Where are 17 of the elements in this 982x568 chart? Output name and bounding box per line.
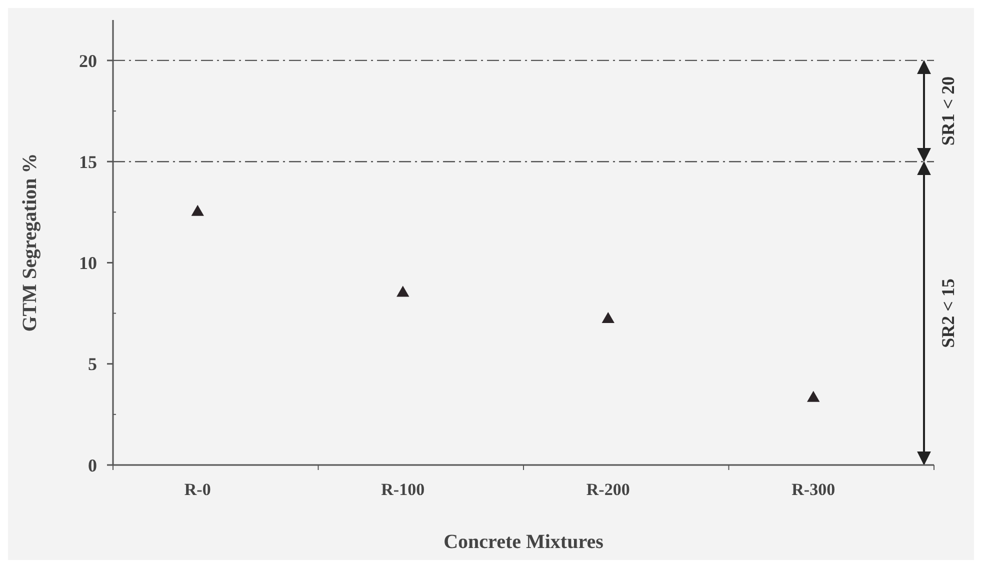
point — [602, 312, 614, 324]
point — [191, 204, 204, 216]
point — [396, 286, 410, 297]
x-tick-label: R-200 — [586, 480, 630, 499]
text: SR1 < 20 — [938, 76, 958, 146]
y-tick-label: 10 — [79, 253, 97, 274]
point — [807, 390, 820, 402]
x-axis-title: Concrete Mixtures — [444, 531, 604, 553]
y-axis-title: GTM Segregation % — [19, 153, 41, 332]
y-tick-label: 0 — [88, 455, 97, 476]
y-tick-label: 20 — [79, 50, 97, 71]
x-tick-label: R-300 — [792, 480, 836, 499]
text: SR2 < 15 — [938, 278, 958, 348]
y-tick-label: 15 — [79, 152, 97, 172]
x-tick-label: R-100 — [381, 480, 425, 499]
y-tick-label: 5 — [88, 354, 97, 374]
x-tick-label: R-0 — [184, 480, 211, 499]
